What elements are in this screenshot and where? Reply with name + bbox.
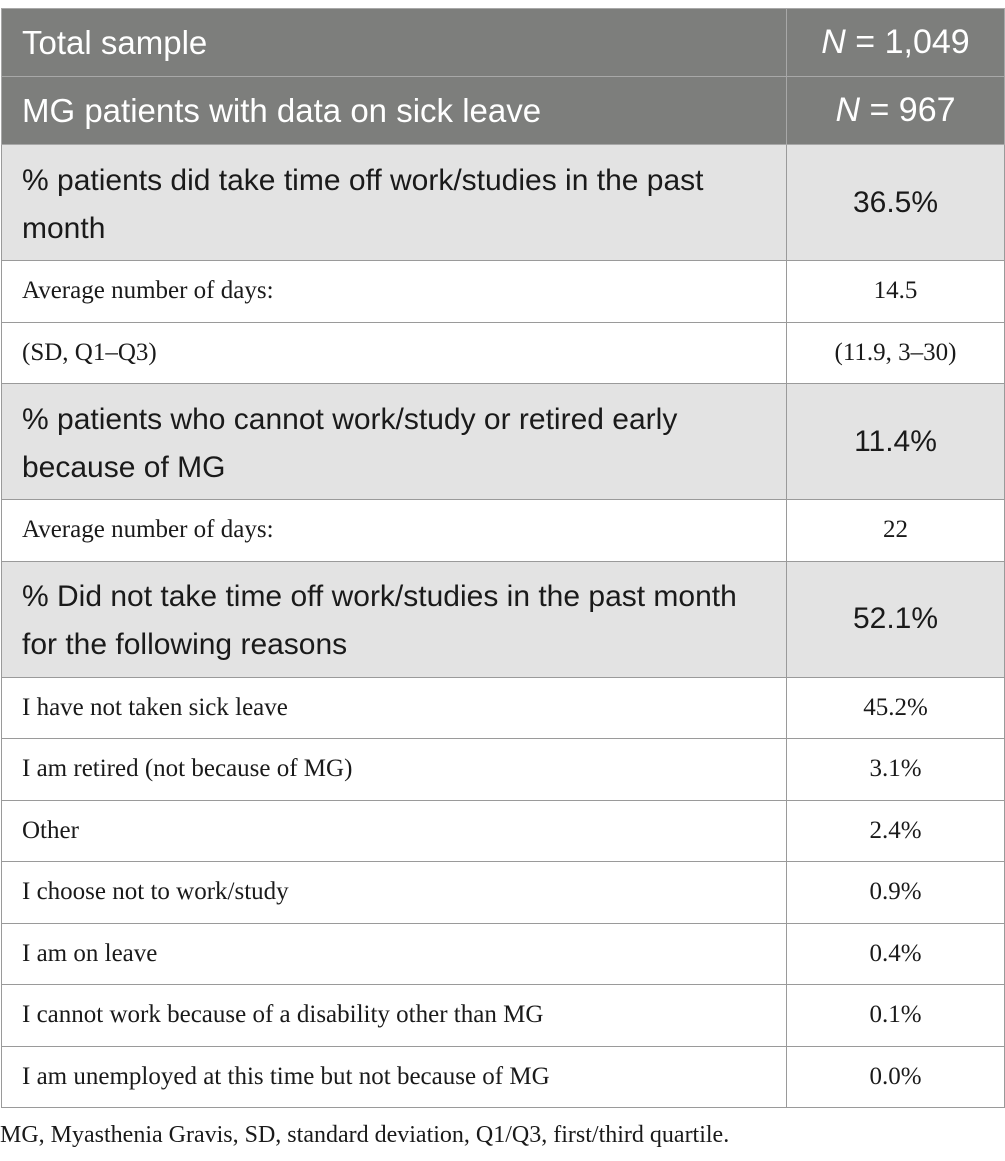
section-value: 52.1% — [786, 560, 1005, 678]
section-value: 11.4% — [786, 383, 1005, 500]
row-value: (11.9, 3–30) — [786, 321, 1005, 384]
section-row-time-off: % patients did take time off work/studie… — [1, 144, 1005, 261]
total-sample-label: Total sample — [1, 8, 787, 77]
sick-leave-data-label: MG patients with data on sick leave — [1, 76, 787, 145]
total-sample-row: Total sample N = 1,049 — [1, 8, 1005, 77]
n-count: = 1,049 — [845, 23, 970, 61]
section-label: % Did not take time off work/studies in … — [1, 560, 787, 678]
section-value: 36.5% — [786, 144, 1005, 261]
row-label: I am retired (not because of MG) — [1, 738, 787, 801]
row-value: 14.5 — [786, 260, 1005, 323]
row-value: 2.4% — [786, 799, 1005, 862]
table-row: I am on leave 0.4% — [1, 922, 1005, 985]
sick-leave-table: Total sample N = 1,049 MG patients with … — [1, 8, 1005, 1108]
row-label: I cannot work because of a disability ot… — [1, 984, 787, 1047]
table-footnote: MG, Myasthenia Gravis, SD, standard devi… — [0, 1122, 730, 1148]
sick-leave-table-container: Total sample N = 1,049 MG patients with … — [1, 8, 1005, 1108]
row-value: 0.1% — [786, 984, 1005, 1047]
row-label: I am unemployed at this time but not bec… — [1, 1045, 787, 1108]
row-value: 45.2% — [786, 676, 1005, 739]
sick-leave-data-value: N = 967 — [786, 76, 1005, 145]
row-value: 3.1% — [786, 738, 1005, 801]
table-row: Average number of days: 14.5 — [1, 260, 1005, 323]
row-value: 22 — [786, 499, 1005, 562]
row-label: Other — [1, 799, 787, 862]
table-row: I choose not to work/study 0.9% — [1, 861, 1005, 924]
table-row: I am unemployed at this time but not bec… — [1, 1045, 1005, 1108]
row-label: I am on leave — [1, 922, 787, 985]
table-row: I cannot work because of a disability ot… — [1, 984, 1005, 1047]
sick-leave-data-row: MG patients with data on sick leave N = … — [1, 76, 1005, 145]
section-label: % patients did take time off work/studie… — [1, 144, 787, 261]
section-label: % patients who cannot work/study or reti… — [1, 383, 787, 500]
row-value: 0.0% — [786, 1045, 1005, 1108]
n-symbol: N — [821, 23, 846, 61]
row-value: 0.9% — [786, 861, 1005, 924]
table-row: Average number of days: 22 — [1, 499, 1005, 562]
table-row: I am retired (not because of MG) 3.1% — [1, 738, 1005, 801]
section-row-cannot-work: % patients who cannot work/study or reti… — [1, 383, 1005, 500]
total-sample-value: N = 1,049 — [786, 8, 1005, 77]
row-value: 0.4% — [786, 922, 1005, 985]
row-label: (SD, Q1–Q3) — [1, 321, 787, 384]
table-row: I have not taken sick leave 45.2% — [1, 676, 1005, 739]
table-row: Other 2.4% — [1, 799, 1005, 862]
section-row-no-time-off: % Did not take time off work/studies in … — [1, 560, 1005, 678]
n-count: = 967 — [860, 91, 956, 129]
row-label: I choose not to work/study — [1, 861, 787, 924]
table-row: (SD, Q1–Q3) (11.9, 3–30) — [1, 321, 1005, 384]
row-label: Average number of days: — [1, 260, 787, 323]
row-label: Average number of days: — [1, 499, 787, 562]
row-label: I have not taken sick leave — [1, 676, 787, 739]
n-symbol: N — [835, 91, 861, 129]
